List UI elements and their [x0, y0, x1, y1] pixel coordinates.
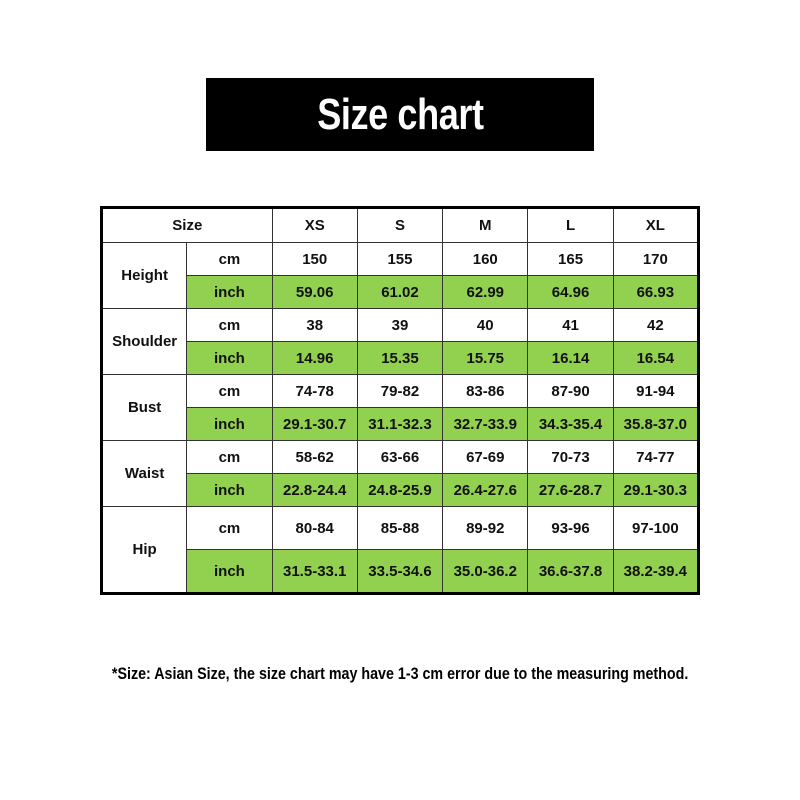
unit-label: inch — [186, 407, 273, 441]
unit-label: cm — [186, 308, 273, 342]
table-row: inch 22.8-24.4 24.8-25.9 26.4-27.6 27.6-28.7… — [102, 473, 700, 507]
unit-label: inch — [186, 473, 273, 507]
value-cell: 24.8-25.9 — [356, 473, 444, 507]
value-cell: 26.4-27.6 — [442, 473, 529, 507]
footnote: *Size: Asian Size, the size chart may ha… — [111, 664, 689, 683]
value-cell: 61.02 — [356, 275, 444, 309]
value-cell: 70-73 — [527, 440, 614, 474]
value-cell: 64.96 — [527, 275, 614, 309]
value-cell: 160 — [442, 242, 529, 276]
unit-label: cm — [186, 506, 273, 550]
value-cell: 83-86 — [442, 374, 529, 408]
value-cell: 29.1-30.7 — [271, 407, 358, 441]
value-cell: 40 — [442, 308, 529, 342]
page-title: Size chart — [316, 89, 484, 139]
unit-label: cm — [186, 374, 273, 408]
size-col-header: S — [356, 207, 444, 243]
value-cell: 63-66 — [356, 440, 444, 474]
unit-label: inch — [186, 549, 273, 594]
value-cell: 35.0-36.2 — [442, 549, 529, 594]
value-cell: 41 — [527, 308, 614, 342]
value-cell: 22.8-24.4 — [271, 473, 358, 507]
value-cell: 97-100 — [612, 506, 700, 550]
value-cell: 15.75 — [442, 341, 529, 375]
value-cell: 66.93 — [612, 275, 700, 309]
measurement-label: Waist — [100, 440, 188, 507]
unit-label: inch — [186, 341, 273, 375]
unit-label: inch — [186, 275, 273, 309]
value-cell: 38 — [271, 308, 358, 342]
size-col-header: L — [527, 207, 614, 243]
value-cell: 16.14 — [527, 341, 614, 375]
measurement-label: Bust — [100, 374, 188, 441]
table-row: Height cm 150 155 160 165 170 — [100, 242, 700, 309]
value-cell: 165 — [527, 242, 614, 276]
table-row: Shoulder cm 38 39 40 41 42 — [100, 308, 700, 375]
value-cell: 15.35 — [356, 341, 444, 375]
size-col-header: M — [442, 207, 529, 243]
value-cell: 31.1-32.3 — [356, 407, 444, 441]
value-cell: 32.7-33.9 — [442, 407, 529, 441]
value-cell: 150 — [271, 242, 358, 276]
value-cell: 85-88 — [356, 506, 444, 550]
value-cell: 14.96 — [271, 341, 358, 375]
value-cell: 16.54 — [612, 341, 700, 375]
value-cell: 39 — [356, 308, 444, 342]
measurement-label: Hip — [100, 506, 188, 594]
value-cell: 89-92 — [442, 506, 529, 550]
value-cell: 62.99 — [442, 275, 529, 309]
table-row: inch 59.06 61.02 62.99 64.96 66.93 — [102, 275, 700, 309]
value-cell: 170 — [612, 242, 700, 276]
value-cell: 80-84 — [271, 506, 358, 550]
unit-label: cm — [186, 242, 273, 276]
table-row: Bust cm 74-78 79-82 83-86 87-90 91-94 — [100, 374, 700, 441]
value-cell: 29.1-30.3 — [612, 473, 700, 507]
unit-label: cm — [186, 440, 273, 474]
value-cell: 33.5-34.6 — [356, 549, 444, 594]
value-cell: 155 — [356, 242, 444, 276]
title-banner: Size chart — [206, 78, 594, 151]
value-cell: 59.06 — [271, 275, 358, 309]
value-cell: 27.6-28.7 — [527, 473, 614, 507]
table-row: inch 29.1-30.7 31.1-32.3 32.7-33.9 34.3-35.4… — [102, 407, 700, 441]
table-row: Waist cm 58-62 63-66 67-69 70-73 74-77 — [100, 440, 700, 507]
value-cell: 42 — [612, 308, 700, 342]
value-cell: 34.3-35.4 — [527, 407, 614, 441]
value-cell: 35.8-37.0 — [612, 407, 700, 441]
value-cell: 38.2-39.4 — [612, 549, 700, 594]
size-col-header: XS — [271, 207, 358, 243]
value-cell: 87-90 — [527, 374, 614, 408]
size-header: Size — [101, 207, 273, 243]
table-row: Hip cm 80-84 85-88 89-92 93-96 97-100 — [100, 506, 700, 594]
measurement-label: Shoulder — [100, 308, 188, 375]
measurement-label: Height — [100, 242, 188, 309]
value-cell: 31.5-33.1 — [271, 549, 358, 594]
value-cell: 93-96 — [527, 506, 614, 550]
table-row: inch 14.96 15.35 15.75 16.14 16.54 — [102, 341, 700, 375]
value-cell: 79-82 — [356, 374, 444, 408]
value-cell: 58-62 — [271, 440, 358, 474]
value-cell: 91-94 — [612, 374, 700, 408]
size-chart-table: Size XS S M L XL Height cm 150 155 160 165 170… — [100, 206, 700, 595]
value-cell: 74-77 — [612, 440, 700, 474]
value-cell: 36.6-37.8 — [527, 549, 614, 594]
table-row: inch 31.5-33.1 33.5-34.6 35.0-36.2 36.6-37.8… — [102, 549, 700, 594]
size-col-header: XL — [612, 207, 700, 243]
header-row: Size XS S M L XL — [101, 207, 700, 243]
value-cell: 67-69 — [442, 440, 529, 474]
value-cell: 74-78 — [271, 374, 358, 408]
